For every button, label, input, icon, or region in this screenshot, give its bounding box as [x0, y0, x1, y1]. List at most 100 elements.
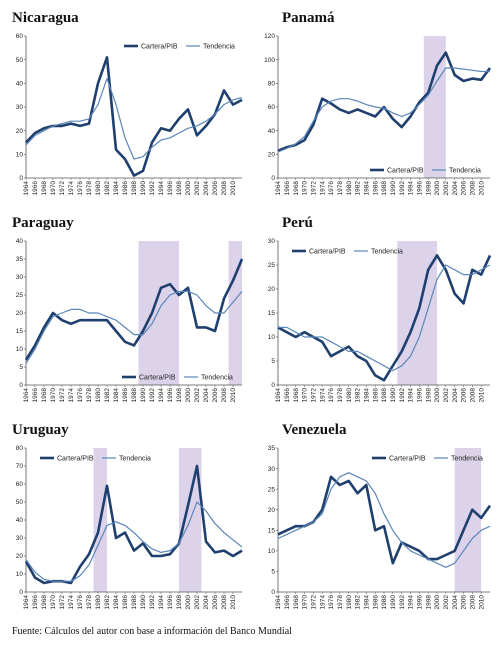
x-tick-label: 1966 — [284, 595, 291, 610]
x-tick-label: 2004 — [203, 388, 210, 403]
x-tick-label: 2000 — [185, 181, 192, 196]
series-line-cartera — [277, 254, 492, 382]
series-line-tendencia — [278, 264, 491, 372]
x-tick-label: 1984 — [364, 181, 371, 196]
chart-title: Nicaragua — [12, 10, 79, 26]
x-tick-label: 1992 — [399, 595, 406, 610]
x-tick-label: 1972 — [311, 181, 318, 196]
x-tick-label: 1998 — [425, 595, 432, 610]
x-tick-label: 2010 — [230, 181, 237, 196]
x-tick-label: 1970 — [50, 181, 57, 196]
y-tick-label: 40 — [16, 81, 24, 88]
y-tick-label: 5 — [271, 569, 275, 576]
x-tick-label: 2002 — [443, 181, 450, 196]
x-tick-label: 1984 — [113, 595, 120, 610]
legend-label-tendencia: Tendencia — [203, 43, 235, 50]
x-tick-label: 2004 — [452, 595, 459, 610]
x-tick-label: 2004 — [203, 595, 210, 610]
y-tick-label: 0 — [271, 175, 275, 182]
y-tick-label: 35 — [268, 445, 276, 452]
y-tick-label: 60 — [268, 104, 276, 111]
chart-title: Uruguay — [12, 422, 69, 438]
legend-label-cartera: Cartera/PIB — [57, 455, 94, 462]
x-tick-label: 1988 — [131, 595, 138, 610]
x-tick-label: 1994 — [408, 388, 415, 403]
x-tick-label: 1994 — [408, 181, 415, 196]
x-tick-label: 1978 — [86, 181, 93, 196]
y-tick-label: 50 — [16, 57, 24, 64]
y-tick-label: 70 — [16, 463, 24, 470]
x-tick-label: 2000 — [434, 388, 441, 403]
x-tick-label: 2000 — [434, 181, 441, 196]
x-tick-label: 2006 — [212, 181, 219, 196]
y-tick-label: 30 — [16, 535, 24, 542]
x-tick-label: 1968 — [41, 388, 48, 403]
legend-label-tendencia: Tendencia — [119, 455, 151, 462]
x-tick-label: 1978 — [337, 181, 344, 196]
legend-label-cartera: Cartera/PIB — [139, 374, 176, 381]
x-tick-label: 2006 — [461, 595, 468, 610]
y-tick-label: 20 — [268, 152, 276, 159]
y-tick-label: 50 — [16, 499, 24, 506]
x-tick-label: 2010 — [478, 181, 485, 196]
x-tick-label: 1970 — [302, 595, 309, 610]
y-tick-label: 0 — [19, 175, 23, 182]
x-tick-label: 1996 — [417, 595, 424, 610]
y-tick-label: 60 — [16, 33, 24, 40]
series-line-cartera — [277, 51, 492, 153]
y-tick-label: 80 — [268, 81, 276, 88]
series-line-cartera — [24, 464, 243, 585]
x-tick-label: 1970 — [50, 595, 57, 610]
x-tick-label: 2006 — [212, 595, 219, 610]
legend-label-tendencia: Tendencia — [371, 248, 403, 255]
series-line-tendencia — [277, 67, 490, 153]
y-tick-label: 20 — [16, 553, 24, 560]
x-tick-label: 1986 — [372, 595, 379, 610]
x-tick-label: 2002 — [194, 595, 201, 610]
x-tick-label: 1994 — [158, 181, 165, 196]
shaded-band — [228, 241, 242, 385]
y-tick-label: 0 — [271, 382, 275, 389]
y-tick-label: 5 — [19, 364, 23, 371]
legend-label-cartera: Cartera/PIB — [141, 43, 178, 50]
x-tick-label: 1976 — [328, 181, 335, 196]
chart-svg-paraguay: 0 5 10 15 20 25 30 35 40 1964 1966 1968 1970 1972 1974… — [16, 238, 244, 403]
x-tick-label: 1964 — [275, 388, 282, 403]
x-tick-label: 1976 — [77, 595, 84, 610]
x-tick-label: 1994 — [158, 388, 165, 403]
x-tick-label: 1990 — [140, 181, 147, 196]
x-tick-label: 1994 — [158, 595, 165, 610]
x-tick-label: 1974 — [319, 388, 326, 403]
x-tick-label: 1986 — [372, 388, 379, 403]
chart-title: Venezuela — [282, 422, 347, 438]
y-tick-label: 15 — [268, 310, 276, 317]
y-tick-label: 10 — [268, 334, 276, 341]
x-tick-label: 1982 — [104, 595, 111, 610]
y-tick-label: 10 — [16, 346, 24, 353]
y-tick-label: 10 — [16, 152, 24, 159]
x-tick-label: 2008 — [221, 181, 228, 196]
x-tick-label: 1978 — [86, 388, 93, 403]
y-tick-label: 60 — [16, 481, 24, 488]
series-line-cartera — [25, 55, 243, 177]
x-tick-label: 2010 — [478, 595, 485, 610]
y-tick-label: 10 — [16, 571, 24, 578]
x-tick-label: 1976 — [328, 595, 335, 610]
chart-panel-uruguay: Uruguay 0 10 20 30 40 50 60 70 80 1964 1966 1968 1970… — [4, 420, 248, 622]
x-tick-label: 2002 — [194, 388, 201, 403]
x-tick-label: 1964 — [23, 595, 30, 610]
x-tick-label: 2000 — [434, 595, 441, 610]
x-tick-label: 1966 — [32, 388, 39, 403]
x-tick-label: 2002 — [194, 181, 201, 196]
legend-label-tendencia: Tendencia — [201, 374, 233, 381]
x-tick-label: 1984 — [364, 388, 371, 403]
x-tick-label: 1978 — [86, 595, 93, 610]
x-tick-label: 1970 — [302, 181, 309, 196]
x-tick-label: 1986 — [372, 181, 379, 196]
x-tick-label: 1984 — [113, 388, 120, 403]
chart-panel-panama: Panamá 0 20 40 60 80 100 120 1964 1966 1968 1970 197… — [256, 8, 496, 208]
x-tick-label: 1984 — [113, 181, 120, 196]
chart-title: Perú — [282, 215, 313, 231]
x-tick-label: 1980 — [95, 388, 102, 403]
